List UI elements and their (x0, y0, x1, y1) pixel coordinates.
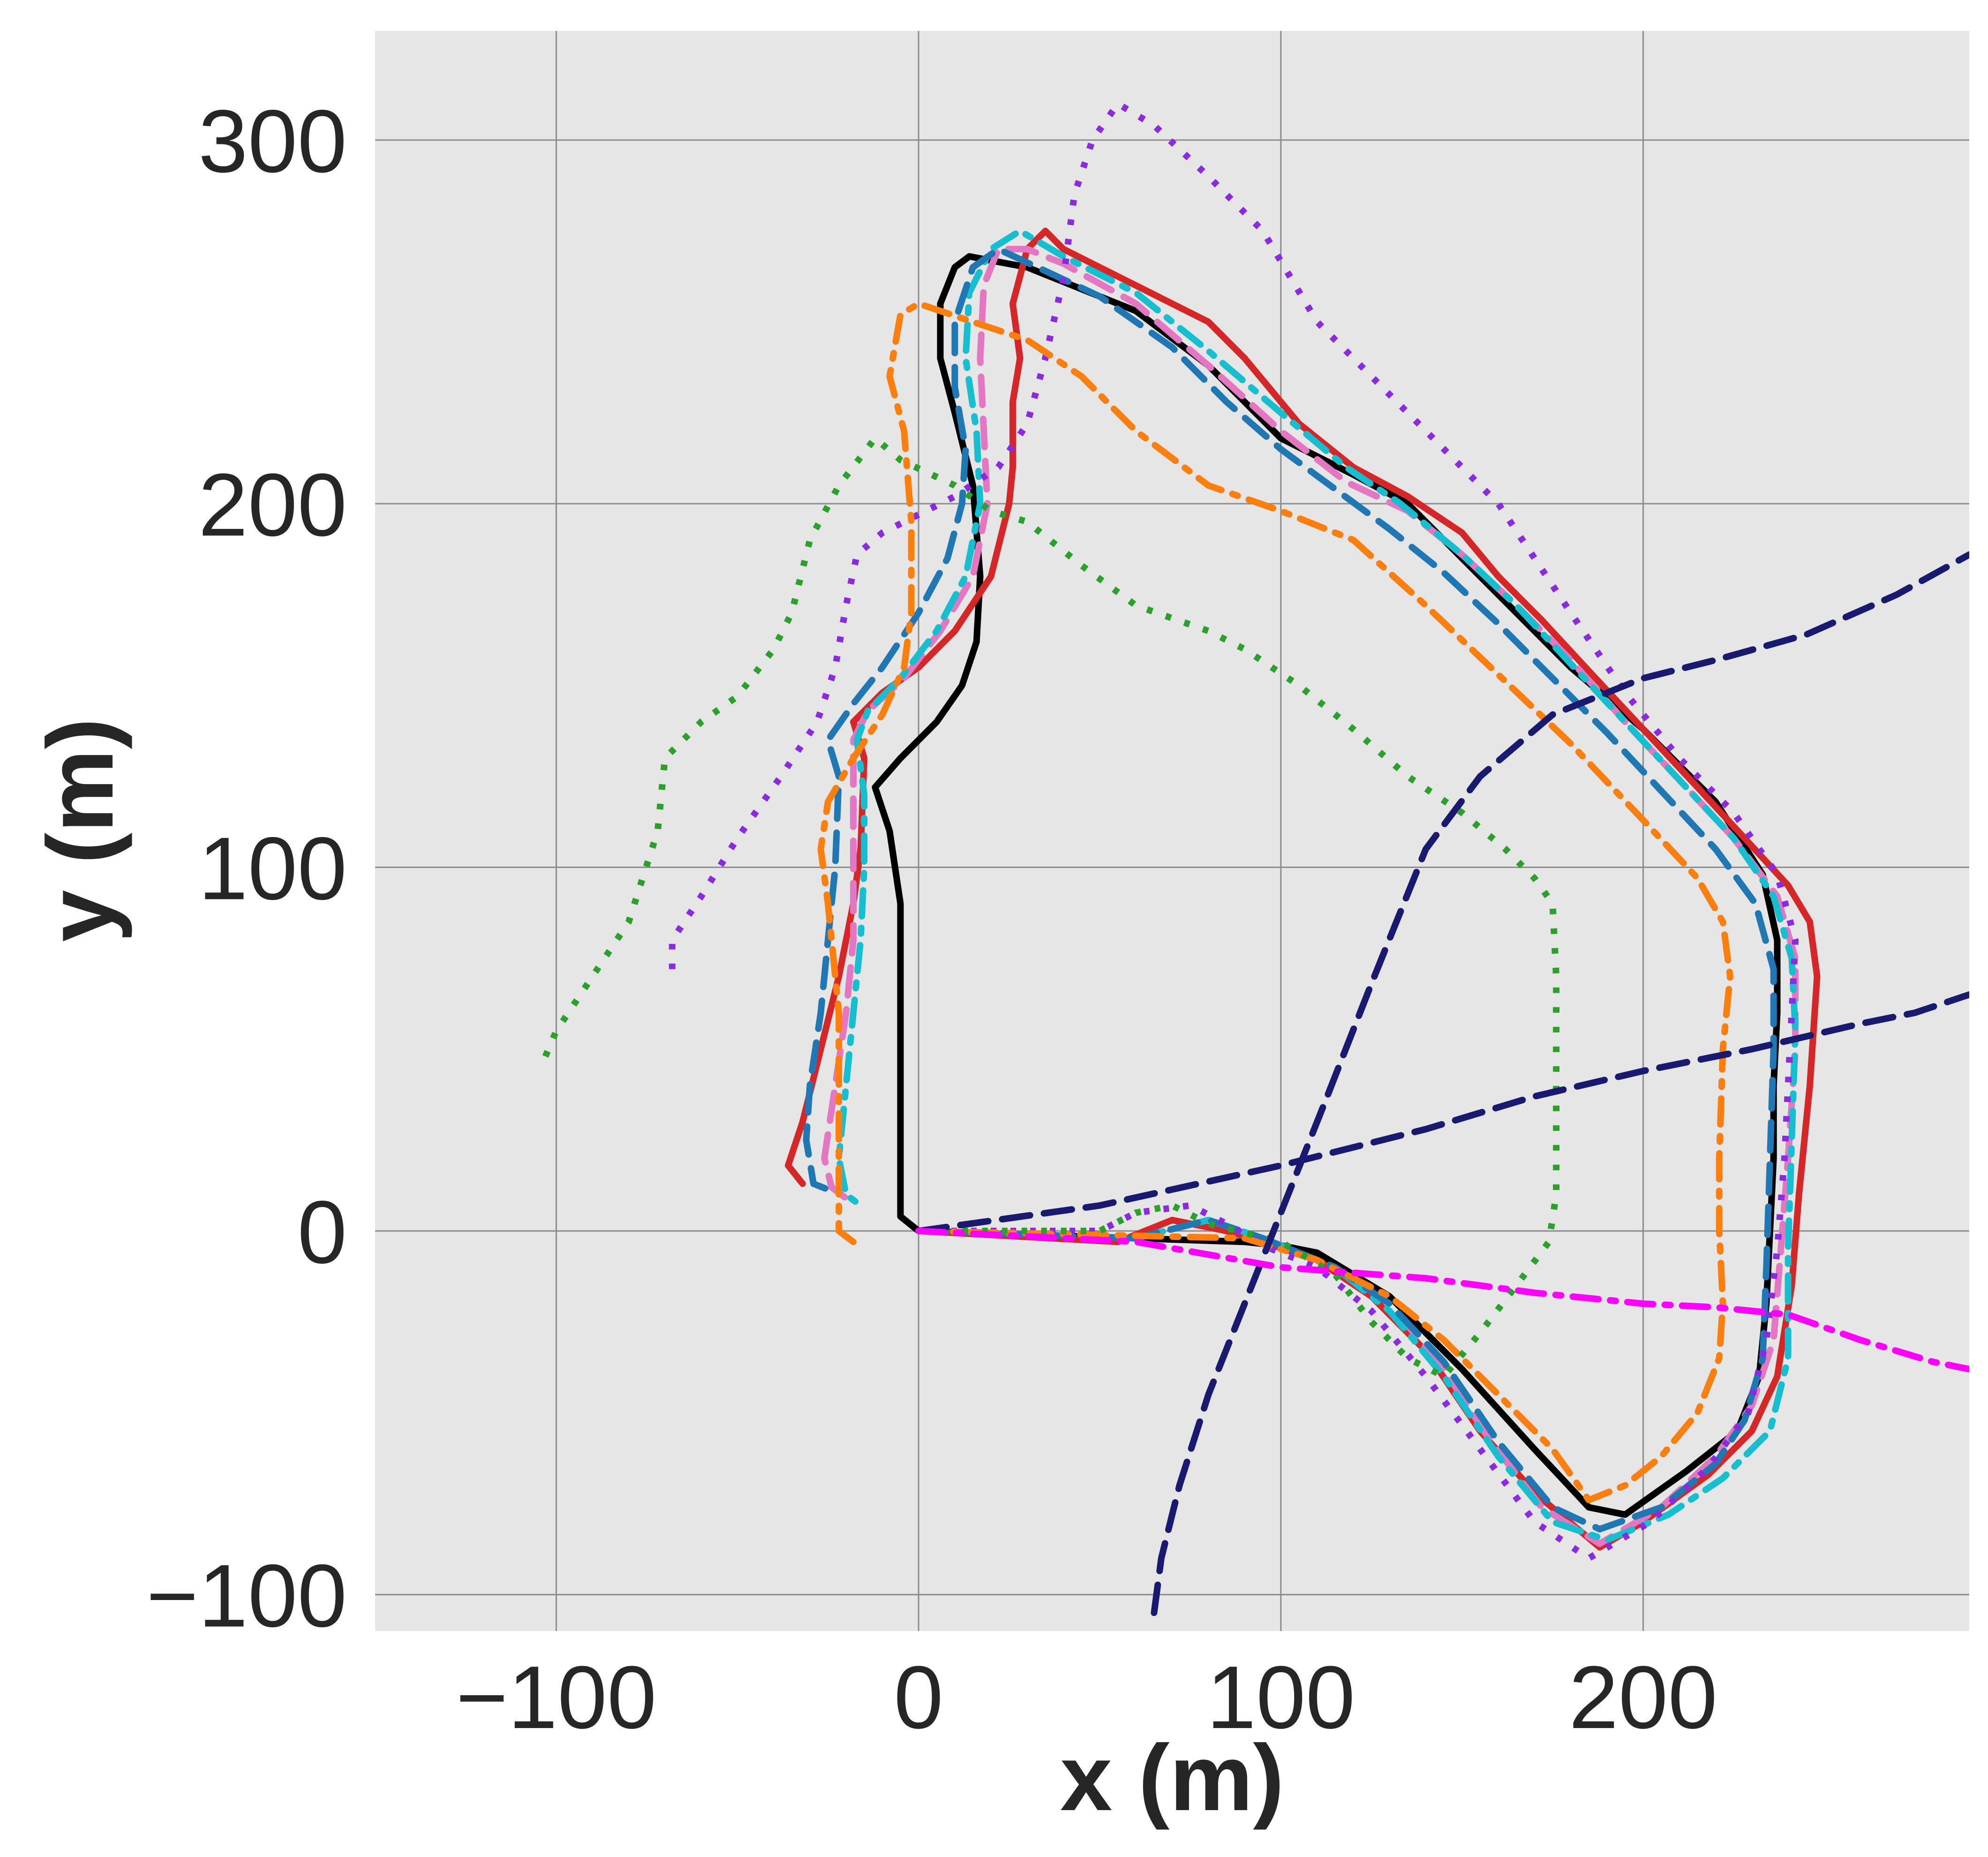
y-tick-label: 100 (198, 819, 347, 919)
x-tick-label: 0 (894, 1648, 943, 1747)
series-line-10 (1151, 551, 1969, 1616)
tick-labels: −100 0 100 200 −100 0 100 200 300 (146, 92, 1717, 1747)
x-tick-label: 200 (1569, 1648, 1717, 1747)
x-tick-label: −100 (456, 1648, 656, 1747)
y-axis-label: y (m) (28, 718, 133, 942)
plot-background (375, 31, 1969, 1631)
x-tick-label: 100 (1206, 1648, 1355, 1747)
y-tick-label: 300 (198, 92, 347, 191)
series-line-7 (817, 300, 1733, 1503)
series-line-9 (915, 991, 1969, 1234)
y-tick-label: 200 (198, 455, 347, 555)
y-tick-label: 0 (297, 1183, 347, 1282)
series-lines (542, 100, 1969, 1616)
x-axis-label: x (m) (1060, 1726, 1284, 1830)
series-line-4 (836, 227, 1799, 1544)
series-line-5 (803, 246, 1777, 1532)
series-line-11 (915, 1228, 1969, 1373)
y-tick-label: −100 (146, 1546, 347, 1646)
